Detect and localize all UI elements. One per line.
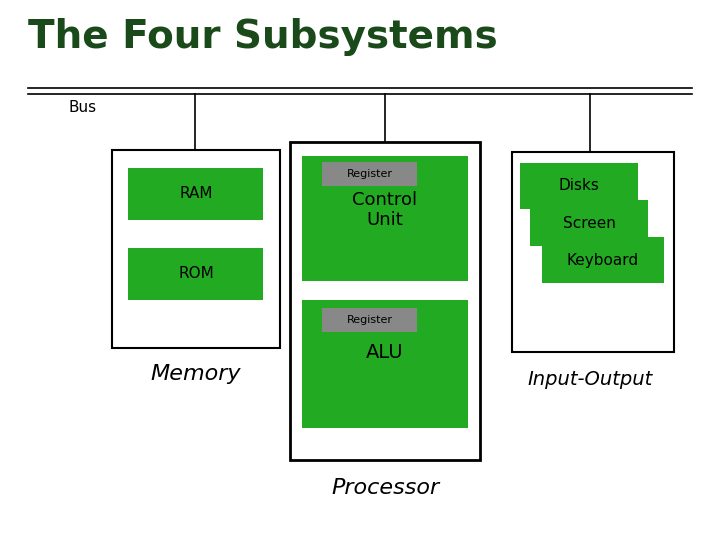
Text: The Four Subsystems: The Four Subsystems [28,18,498,56]
Bar [302,156,468,281]
Bar [112,150,280,348]
Bar [128,168,263,220]
Text: Disks: Disks [559,179,600,193]
Bar [530,200,648,246]
Text: Control
Unit: Control Unit [352,191,418,229]
Bar [512,152,674,352]
Text: Memory: Memory [150,364,241,384]
Bar [542,237,664,283]
Text: Screen: Screen [562,215,616,231]
Text: RAM: RAM [179,186,212,201]
Text: Bus: Bus [68,100,96,115]
Text: ALU: ALU [366,342,404,361]
Text: ROM: ROM [178,267,214,281]
Text: Register: Register [347,315,393,325]
Bar [322,308,417,332]
Bar [302,300,468,428]
Bar [290,142,480,460]
Bar [322,162,417,186]
Bar [520,163,638,209]
Text: Input-Output: Input-Output [527,370,652,389]
Text: Keyboard: Keyboard [567,253,639,267]
Bar [128,248,263,300]
Text: Register: Register [347,169,393,179]
Text: Processor: Processor [331,478,439,498]
